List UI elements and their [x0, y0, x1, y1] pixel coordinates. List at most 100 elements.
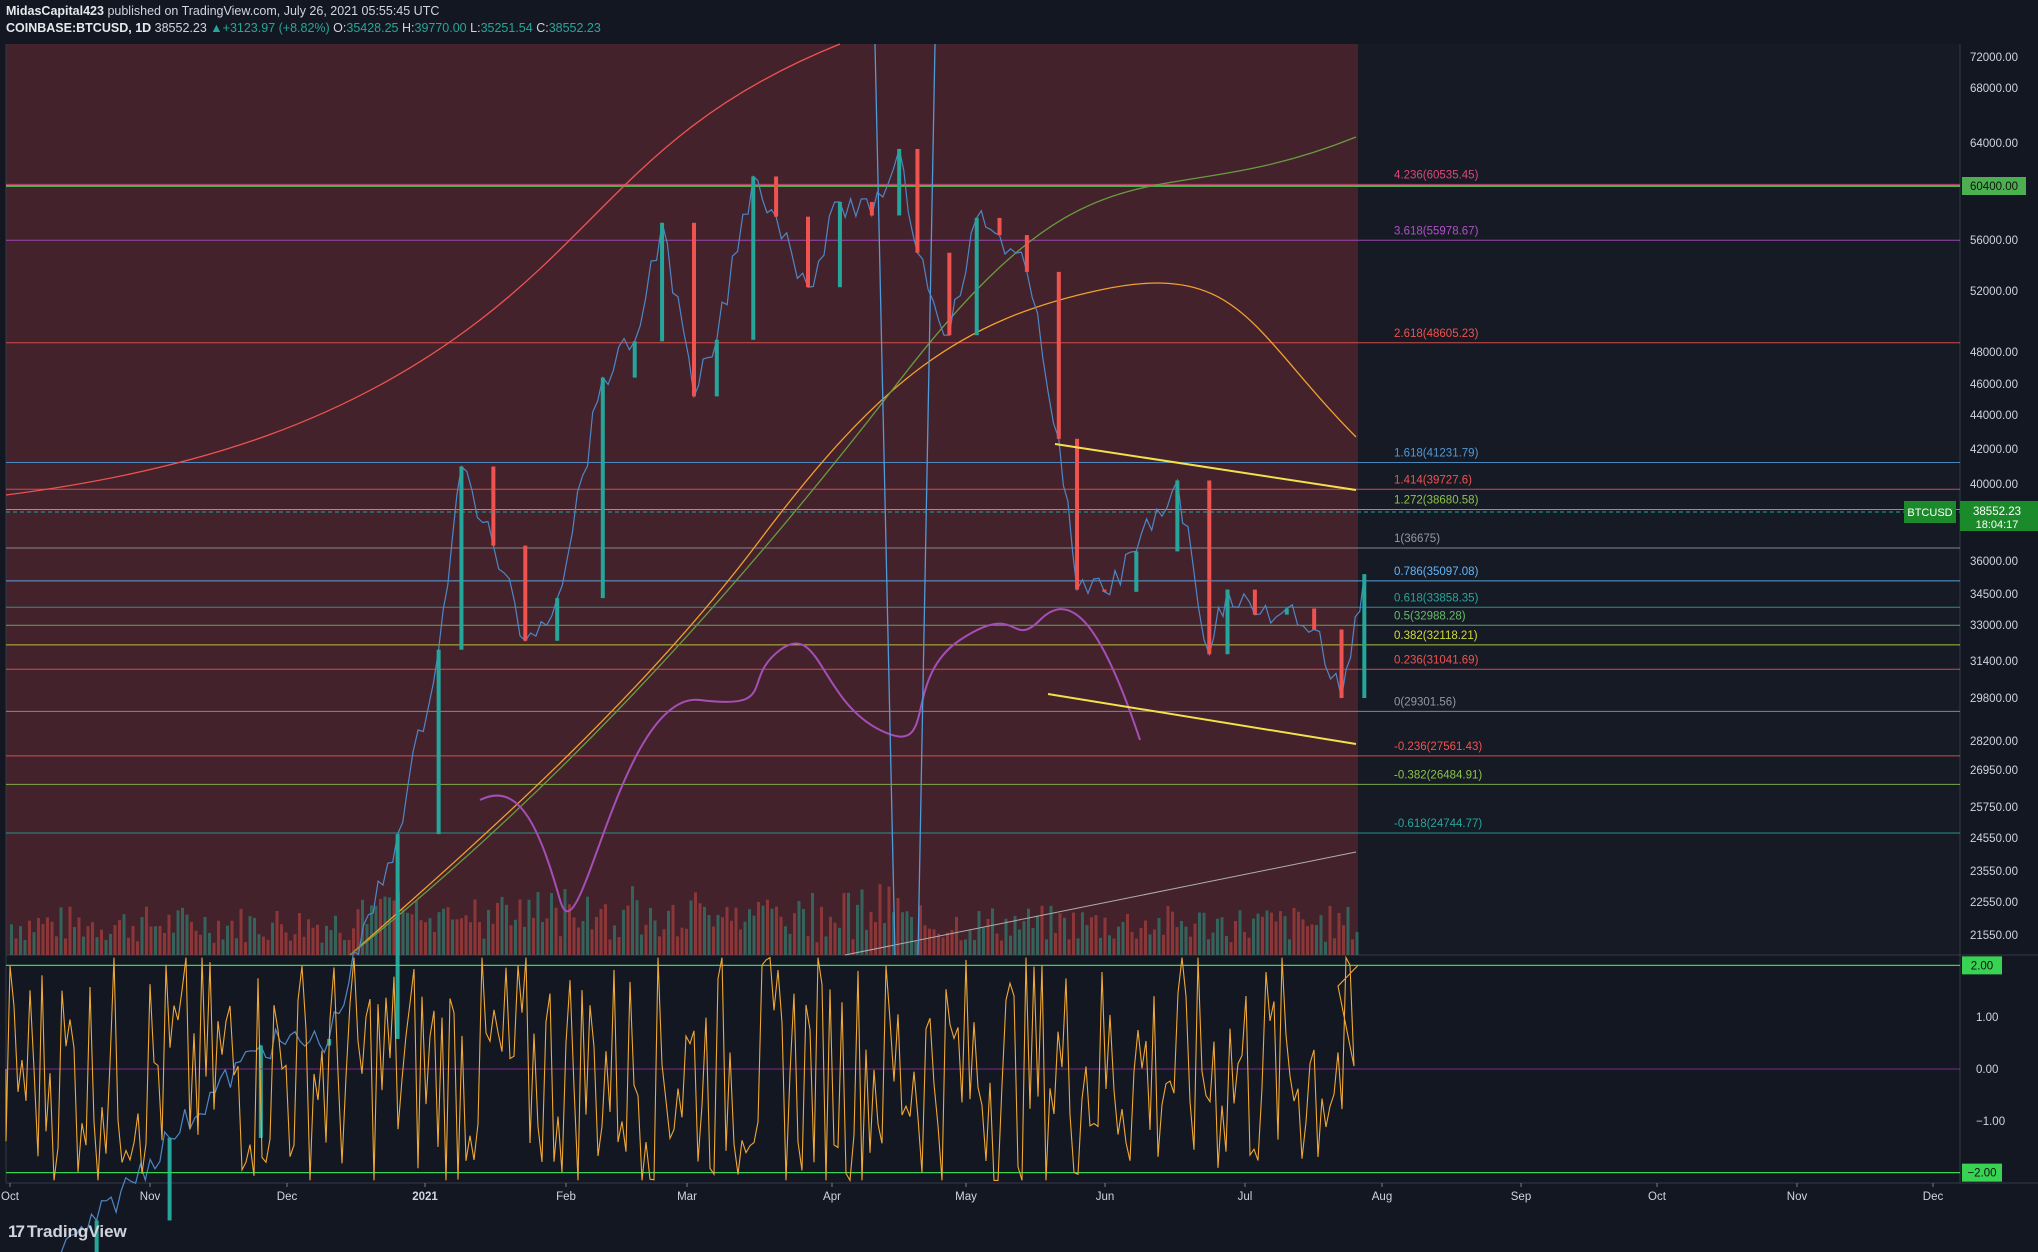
- price-axis-label: 48000.00: [1970, 347, 2018, 359]
- volume-bar: [293, 934, 297, 955]
- symbol-name[interactable]: COINBASE:BTCUSD: [6, 21, 129, 35]
- volume-bar: [887, 886, 891, 955]
- price-axis-label: 56000.00: [1970, 235, 2018, 247]
- volume-bar: [617, 937, 621, 955]
- volume-bar: [1081, 912, 1084, 955]
- volume-bar: [910, 916, 913, 955]
- volume-bar: [1346, 906, 1350, 955]
- volume-bar: [37, 918, 40, 955]
- volume-bar: [770, 908, 774, 955]
- volume-bar: [536, 892, 540, 955]
- close-label: C:: [536, 21, 549, 35]
- volume-bar: [244, 942, 247, 955]
- fib-level-label: 2.618(48605.23): [1394, 328, 1479, 340]
- volume-bar: [1036, 915, 1039, 955]
- volume-bar: [253, 917, 256, 955]
- bar-countdown: 18:04:17: [1976, 519, 2019, 531]
- volume-bar: [604, 904, 607, 955]
- volume-bar: [667, 910, 670, 955]
- volume-bar: [1117, 926, 1120, 955]
- volume-bar: [1310, 924, 1314, 955]
- fib-level-label: 0.236(31041.69): [1394, 654, 1479, 666]
- volume-bar: [446, 907, 450, 955]
- volume-bar: [379, 898, 382, 955]
- volume-bar: [892, 912, 895, 955]
- volume-bar: [212, 942, 216, 955]
- author-name[interactable]: MidasCapital423: [6, 4, 104, 18]
- price-candle: [600, 377, 605, 599]
- volume-bar: [1333, 938, 1336, 955]
- tradingview-logo[interactable]: 17 TradingView: [8, 1222, 127, 1242]
- price-axis-label: 44000.00: [1970, 410, 2018, 422]
- volume-bar: [469, 922, 472, 955]
- price-candle: [1056, 271, 1061, 439]
- volume-bar: [559, 936, 562, 955]
- volume-bar: [1022, 921, 1026, 955]
- price-candle: [1225, 589, 1230, 655]
- time-axis-label: Feb: [556, 1191, 576, 1203]
- volume-bar: [455, 919, 459, 955]
- volume-bar: [797, 900, 801, 955]
- fib-level-label: -0.618(24744.77): [1394, 818, 1482, 830]
- price-axis-label: 68000.00: [1970, 83, 2018, 95]
- volume-bar: [721, 917, 724, 955]
- volume-bar: [685, 928, 688, 955]
- volume-bar: [302, 936, 306, 955]
- volume-bar: [815, 942, 819, 955]
- volume-bar: [316, 924, 319, 955]
- volume-bar: [113, 925, 117, 955]
- volume-bar: [595, 916, 598, 955]
- volume-bar: [1234, 920, 1237, 955]
- volume-bar: [217, 920, 220, 955]
- volume-bar: [748, 909, 751, 955]
- volume-bar: [901, 912, 904, 955]
- change-value: +3123.97 (+8.82%): [222, 21, 330, 35]
- volume-bar: [59, 907, 63, 955]
- time-axis-label: Dec: [277, 1191, 298, 1203]
- fib-level-label: 1.272(38680.58): [1394, 495, 1479, 507]
- volume-bar: [878, 884, 882, 955]
- volume-bar: [757, 901, 760, 955]
- price-candle: [1284, 608, 1289, 615]
- volume-bar: [802, 909, 805, 955]
- volume-bar: [55, 936, 58, 955]
- volume-bar: [1103, 917, 1107, 955]
- interval[interactable]: 1D: [135, 21, 152, 35]
- volume-bar: [739, 929, 742, 955]
- volume-bar: [955, 916, 958, 955]
- volume-bar: [86, 926, 90, 955]
- volume-bar: [356, 909, 360, 955]
- volume-bar: [1099, 937, 1102, 955]
- volume-bar: [235, 938, 238, 955]
- oscillator-line: [5, 955, 1359, 1183]
- price-axis-label: 34500.00: [1970, 589, 2018, 601]
- price-candle: [1252, 589, 1257, 615]
- volume-bar: [1162, 934, 1165, 955]
- fib-level-label: 1(36675): [1394, 533, 1440, 545]
- volume-bar: [1265, 910, 1269, 955]
- moving-average-green: [349, 136, 1357, 956]
- volume-bar: [1270, 912, 1273, 955]
- volume-bar: [572, 917, 576, 955]
- price-candle: [1362, 574, 1367, 698]
- price-candle: [523, 545, 528, 641]
- volume-bar: [131, 925, 135, 955]
- volume-bar: [433, 931, 436, 955]
- volume-bar: [163, 932, 166, 955]
- volume-bar: [343, 940, 346, 955]
- volume-bar: [1211, 932, 1215, 955]
- volume-bar: [1229, 942, 1233, 955]
- time-axis-label: 2021: [412, 1191, 438, 1203]
- volume-bar: [122, 914, 126, 955]
- price-axis-label: 46000.00: [1970, 379, 2018, 391]
- price-candle: [947, 252, 952, 336]
- volume-bar: [1067, 939, 1071, 955]
- volume-bar: [401, 909, 405, 955]
- volume-bar: [995, 933, 999, 955]
- volume-bar: [725, 906, 729, 955]
- volume-bar: [428, 918, 432, 955]
- last-price-tag-bg[interactable]: [1960, 501, 2038, 531]
- volume-bar: [1130, 931, 1134, 955]
- volume-trend-line: [844, 851, 1357, 956]
